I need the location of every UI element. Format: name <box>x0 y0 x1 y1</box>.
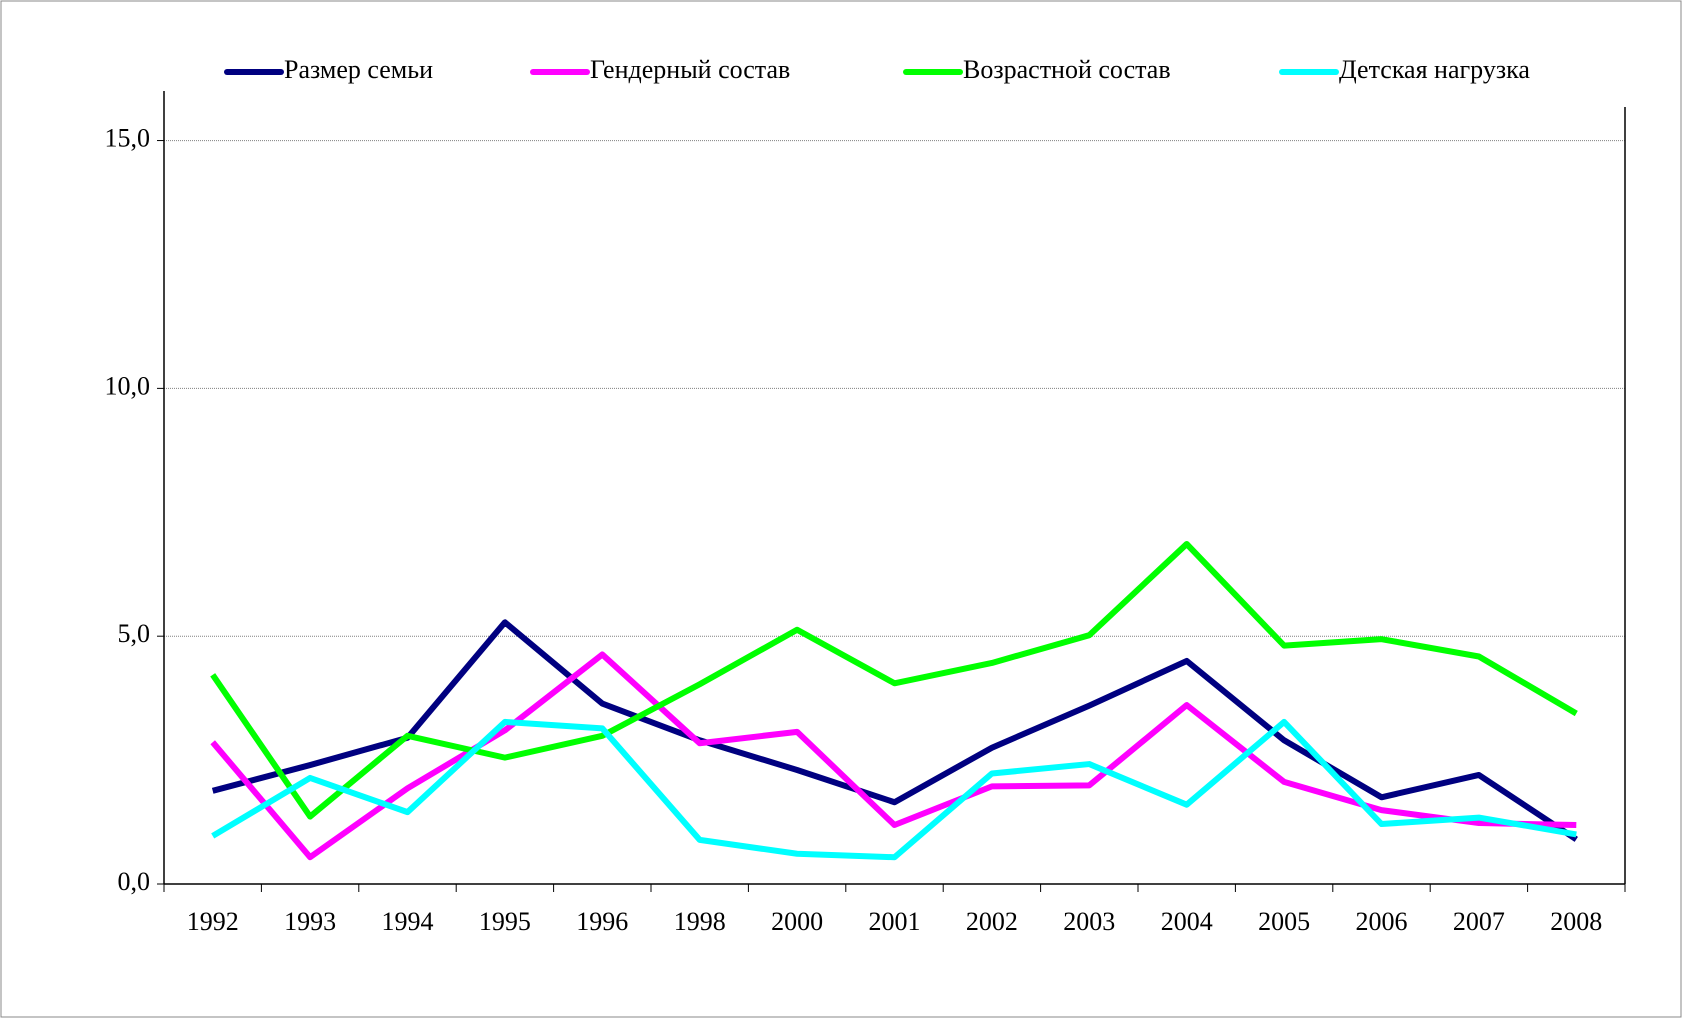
series-line <box>210 541 1578 820</box>
x-tick-label: 1995 <box>479 907 531 936</box>
series-line <box>210 651 1577 861</box>
legend-label: Возрастной состав <box>963 55 1171 84</box>
legend-label: Гендерный состав <box>590 55 790 84</box>
legend-label: Размер семьи <box>284 55 433 84</box>
x-tick-label: 2006 <box>1356 907 1408 936</box>
x-tick-label: 2008 <box>1550 907 1602 936</box>
x-tick-label: 1993 <box>284 907 336 936</box>
x-tick-label: 2004 <box>1161 907 1213 936</box>
x-tick-label: 1998 <box>674 907 726 936</box>
x-tick-label: 2007 <box>1453 907 1505 936</box>
x-tick-label: 2001 <box>869 907 921 936</box>
y-tick-label: 0,0 <box>118 867 151 896</box>
x-tick-label: 1992 <box>187 907 239 936</box>
x-tick-label: 2000 <box>771 907 823 936</box>
x-tick-label: 1996 <box>576 907 628 936</box>
x-tick-label: 2005 <box>1258 907 1310 936</box>
y-tick-label: 10,0 <box>105 371 151 400</box>
x-tick-label: 2003 <box>1063 907 1115 936</box>
legend-label: Детская нагрузка <box>1339 55 1530 84</box>
series-line <box>211 619 1578 842</box>
series-line <box>211 718 1577 861</box>
y-tick-label: 15,0 <box>105 124 151 153</box>
y-tick-label: 5,0 <box>118 619 151 648</box>
x-tick-label: 1994 <box>382 907 434 936</box>
x-tick-label: 2002 <box>966 907 1018 936</box>
